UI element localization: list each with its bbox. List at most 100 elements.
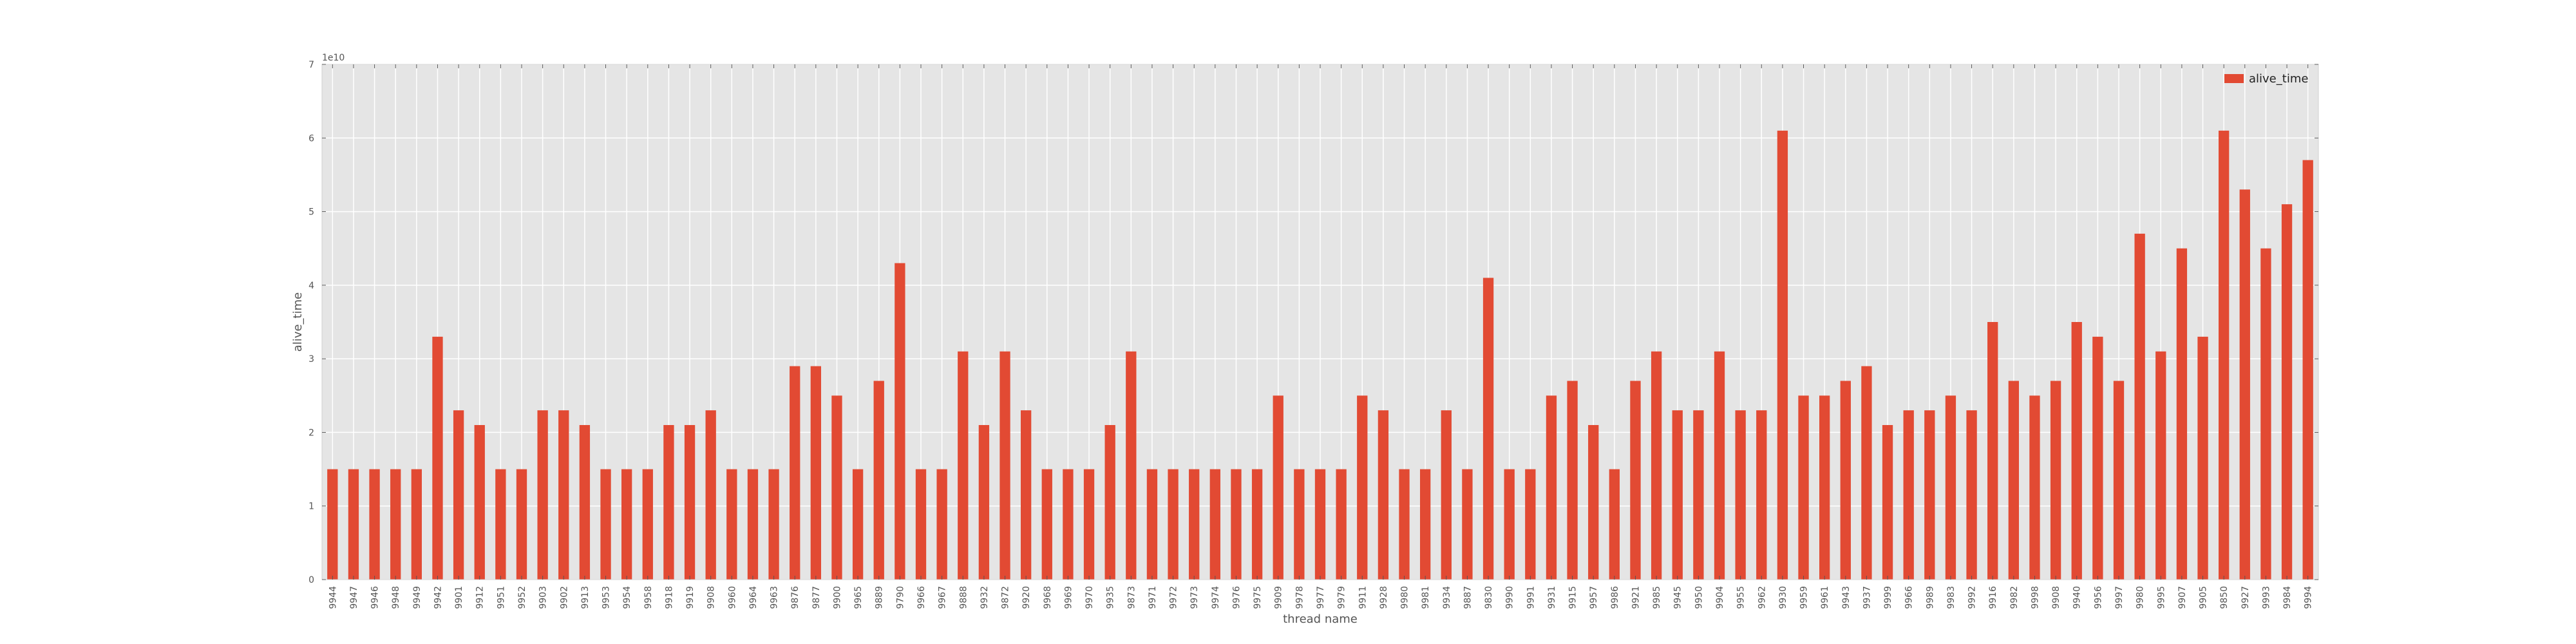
- x-tick-label: 9948: [391, 586, 401, 609]
- bar: [831, 395, 842, 580]
- x-tick-label: 9873: [1126, 586, 1137, 609]
- bar: [999, 351, 1010, 580]
- x-tick-label: 9904: [1715, 586, 1725, 609]
- bar: [1756, 410, 1767, 580]
- bar: [2239, 189, 2250, 580]
- legend-swatch-alive-time: [2224, 74, 2244, 83]
- x-tick-label: 9790: [895, 586, 905, 609]
- x-tick-label: 9979: [1337, 586, 1347, 609]
- x-tick-label: 9949: [412, 586, 422, 609]
- bar: [2071, 322, 2082, 580]
- bar: [600, 469, 611, 580]
- x-tick-label: 9901: [454, 586, 464, 609]
- y-tick-label: 2: [308, 428, 314, 438]
- x-tick-label: 9976: [1231, 586, 1242, 609]
- bar: [915, 469, 927, 580]
- bar: [768, 469, 779, 580]
- x-tick-label: 9913: [580, 586, 591, 609]
- x-tick-label: 9954: [622, 586, 632, 609]
- x-tick-label: 9966: [916, 586, 927, 609]
- x-tick-label: 9918: [664, 586, 674, 609]
- bar: [2260, 248, 2271, 580]
- bar: [978, 425, 990, 580]
- bar: [1798, 395, 1809, 580]
- bar: [2302, 160, 2313, 580]
- bar: [432, 336, 443, 580]
- x-tick-label: 9951: [496, 586, 506, 609]
- x-tick-label: 9889: [875, 586, 885, 609]
- bar: [1231, 469, 1242, 580]
- bar: [1609, 469, 1620, 580]
- x-tick-label: 9964: [748, 586, 759, 609]
- x-tick-label: 9907: [2177, 586, 2188, 609]
- x-tick-label: 9930: [1778, 586, 1788, 609]
- x-tick-label: 9928: [1379, 586, 1389, 609]
- bar: [1209, 469, 1220, 580]
- y-axis-title: alive_time: [291, 292, 305, 352]
- x-tick-label: 9977: [1316, 586, 1326, 609]
- bar: [1420, 469, 1431, 580]
- x-tick-label: 9900: [832, 586, 842, 609]
- bar: [1840, 381, 1851, 580]
- bar: [1672, 410, 1683, 580]
- bar: [1482, 278, 1494, 580]
- bar: [1041, 469, 1052, 580]
- x-tick-label: 9986: [1610, 586, 1620, 609]
- bar: [790, 366, 800, 580]
- bar: [936, 469, 947, 580]
- x-tick-label: 9985: [1652, 586, 1662, 609]
- bar: [1314, 469, 1326, 580]
- bar: [1273, 395, 1283, 580]
- x-tick-label: 9961: [1820, 586, 1830, 609]
- bar: [1546, 395, 1557, 580]
- x-tick-label: 9975: [1253, 586, 1263, 609]
- x-tick-label: 9888: [958, 586, 969, 609]
- x-tick-label: 9920: [1021, 586, 1032, 609]
- bar: [1882, 425, 1893, 580]
- x-tick-label: 9980: [2136, 586, 2146, 609]
- bar: [1903, 410, 1914, 580]
- bar: [1714, 351, 1725, 580]
- bar: [1945, 395, 1956, 580]
- x-tick-label: 9940: [2072, 586, 2083, 609]
- y-tick-label: 6: [308, 133, 314, 144]
- bar: [1735, 410, 1746, 580]
- bar: [958, 351, 969, 580]
- bar: [1987, 322, 1998, 580]
- bar: [369, 469, 380, 580]
- bar: [2155, 351, 2166, 580]
- x-tick-label: 9952: [517, 586, 527, 609]
- bar: [411, 469, 422, 580]
- x-tick-label: 9947: [349, 586, 359, 609]
- x-tick-label: 9971: [1148, 586, 1158, 609]
- bar: [1021, 410, 1032, 580]
- bar: [2050, 381, 2061, 580]
- bar: [1378, 410, 1389, 580]
- bar: [2113, 381, 2125, 580]
- x-tick-label: 9969: [1063, 586, 1074, 609]
- bar: [1126, 351, 1137, 580]
- bar: [1567, 381, 1578, 580]
- bar: [1462, 469, 1473, 580]
- x-tick-label: 9970: [1084, 586, 1095, 609]
- bar: [2281, 204, 2293, 580]
- x-tick-label: 9921: [1631, 586, 1641, 609]
- bar: [1819, 395, 1830, 580]
- x-axis-title: thread name: [1283, 612, 1358, 626]
- x-tick-label: 9915: [1568, 586, 1578, 609]
- bar: [1861, 366, 1872, 580]
- x-tick-label: 9912: [475, 586, 486, 609]
- x-tick-label: 9998: [2030, 586, 2040, 609]
- bar: [1630, 381, 1641, 580]
- bar: [2134, 233, 2145, 580]
- x-tick-label: 9963: [770, 586, 780, 609]
- bar: [2008, 381, 2019, 580]
- x-tick-label: 9872: [1001, 586, 1011, 609]
- x-tick-label: 9983: [1946, 586, 1956, 609]
- bar: [327, 469, 338, 580]
- x-tick-label: 9968: [1043, 586, 1053, 609]
- x-tick-label: 9994: [2304, 586, 2314, 609]
- x-tick-label: 9966: [1904, 586, 1915, 609]
- x-tick-label: 9934: [1442, 586, 1452, 609]
